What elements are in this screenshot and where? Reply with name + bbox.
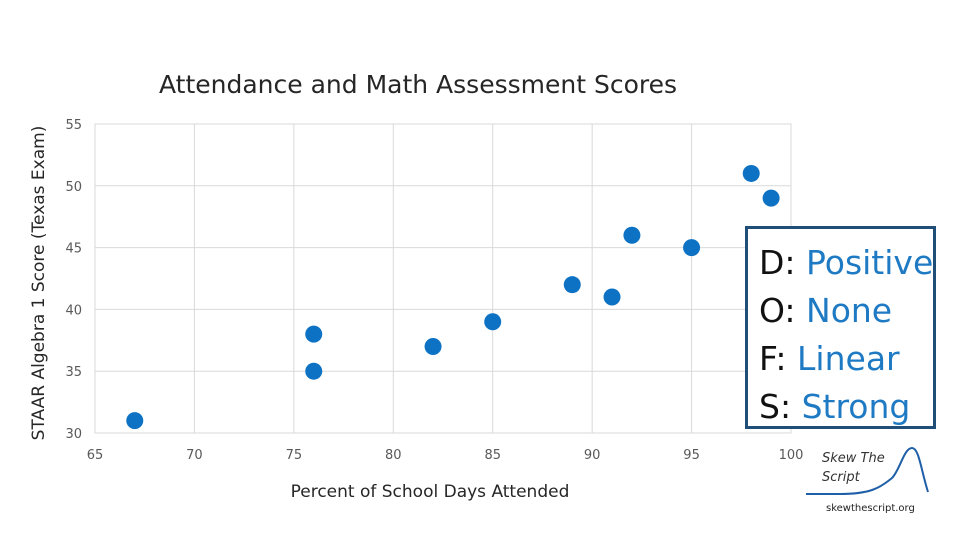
form-row: F: Linear xyxy=(759,339,900,378)
data-point xyxy=(484,313,502,331)
y-tick-label: 35 xyxy=(65,365,82,380)
x-tick-labels: 65 70 75 80 85 90 95 100 xyxy=(87,448,804,463)
x-tick-label: 85 xyxy=(484,448,501,463)
x-axis-label: Percent of School Days Attended xyxy=(291,482,570,502)
x-tick-label: 100 xyxy=(779,448,804,463)
x-tick-label: 95 xyxy=(683,448,700,463)
website-label: skewthescript.org xyxy=(826,503,915,514)
data-point xyxy=(305,362,323,380)
y-tick-label: 50 xyxy=(65,180,82,195)
skew-the-script-logo-curve xyxy=(806,446,929,495)
data-point xyxy=(683,239,701,257)
y-tick-label: 45 xyxy=(65,242,82,257)
plot-frame xyxy=(94,123,792,434)
data-point xyxy=(563,276,581,294)
y-tick-label: 55 xyxy=(65,118,82,133)
data-point xyxy=(762,189,780,207)
y-tick-labels: 30 35 40 45 50 55 xyxy=(65,118,82,442)
data-point xyxy=(623,226,641,244)
x-tick-label: 70 xyxy=(186,448,203,463)
x-tick-label: 90 xyxy=(584,448,601,463)
direction-row: D: Positive xyxy=(759,243,934,282)
x-tick-label: 75 xyxy=(286,448,303,463)
data-point xyxy=(603,288,621,306)
data-point xyxy=(742,164,760,182)
data-point xyxy=(126,412,144,430)
y-tick-label: 30 xyxy=(65,427,82,442)
x-tick-label: 80 xyxy=(385,448,402,463)
dofs-annotation-box: D: Positive O: None F: Linear S: Strong xyxy=(745,226,936,429)
y-tick-label: 40 xyxy=(65,303,82,318)
data-point xyxy=(305,325,323,343)
logo-text: Skew The Script xyxy=(822,451,885,485)
chart-title: Attendance and Math Assessment Scores xyxy=(159,70,677,99)
y-axis-label: STAAR Algebra 1 Score (Texas Exam) xyxy=(29,126,49,441)
strength-row: S: Strong xyxy=(759,387,911,426)
x-tick-label: 65 xyxy=(87,448,104,463)
data-point xyxy=(424,337,442,355)
data-points xyxy=(126,164,780,430)
outliers-row: O: None xyxy=(759,291,893,330)
grid xyxy=(94,123,792,434)
